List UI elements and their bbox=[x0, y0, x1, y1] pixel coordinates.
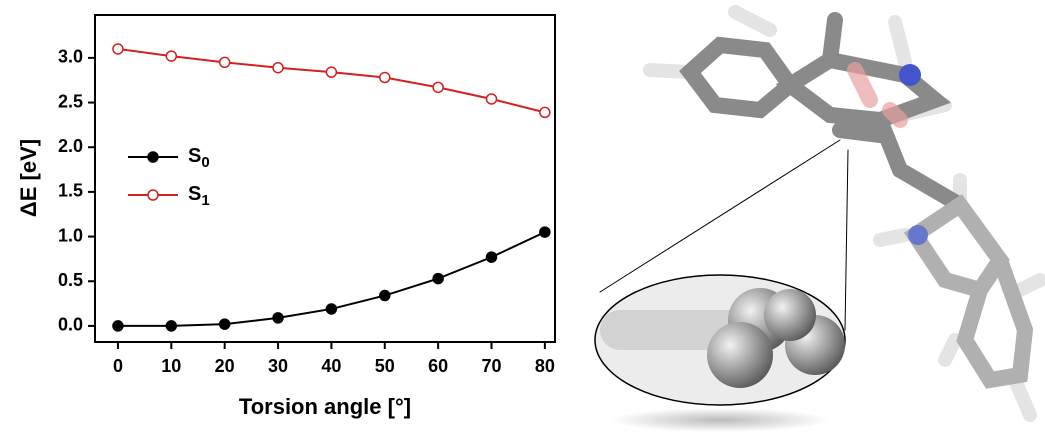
legend-label: S0 bbox=[188, 145, 210, 171]
x-tick-label: 60 bbox=[428, 356, 448, 376]
y-axis-title: ΔE [eV] bbox=[16, 139, 41, 217]
point bbox=[380, 291, 390, 301]
legend-marker bbox=[148, 152, 158, 162]
point bbox=[380, 73, 390, 83]
x-tick-label: 40 bbox=[321, 356, 341, 376]
x-tick-label: 50 bbox=[375, 356, 395, 376]
y-tick-label: 2.0 bbox=[58, 136, 83, 156]
point bbox=[433, 82, 443, 92]
point bbox=[166, 51, 176, 61]
x-tick-label: 80 bbox=[535, 356, 555, 376]
molecule-illustration bbox=[595, 12, 1040, 432]
point bbox=[433, 274, 443, 284]
point bbox=[273, 63, 283, 73]
point bbox=[540, 107, 550, 117]
plot-frame bbox=[95, 15, 555, 342]
x-axis-title: Torsion angle [°] bbox=[239, 394, 411, 419]
x-tick-label: 70 bbox=[481, 356, 501, 376]
y-tick-label: 1.5 bbox=[58, 181, 83, 201]
point bbox=[220, 319, 230, 329]
y-tick-label: 0.0 bbox=[58, 315, 83, 335]
legend-marker bbox=[148, 190, 158, 200]
point bbox=[326, 67, 336, 77]
point bbox=[273, 313, 283, 323]
x-tick-label: 10 bbox=[161, 356, 181, 376]
y-tick-label: 3.0 bbox=[58, 47, 83, 67]
y-tick-label: 0.5 bbox=[58, 270, 83, 290]
y-tick-label: 1.0 bbox=[58, 225, 83, 245]
point bbox=[113, 44, 123, 54]
point bbox=[220, 57, 230, 67]
series-line bbox=[118, 49, 545, 112]
point bbox=[486, 94, 496, 104]
figure: Torsion angle [°] ΔE [eV] 0.0 0.5 1.0 1.5 2.… bbox=[0, 0, 1045, 435]
y-tick-label: 2.5 bbox=[58, 91, 83, 111]
point bbox=[113, 321, 123, 331]
point bbox=[326, 304, 336, 314]
point bbox=[486, 252, 496, 262]
point bbox=[166, 321, 176, 331]
legend-label: S1 bbox=[188, 183, 210, 209]
point bbox=[540, 227, 550, 237]
x-tick-label: 0 bbox=[113, 356, 123, 376]
x-tick-label: 20 bbox=[215, 356, 235, 376]
x-tick-label: 30 bbox=[268, 356, 288, 376]
